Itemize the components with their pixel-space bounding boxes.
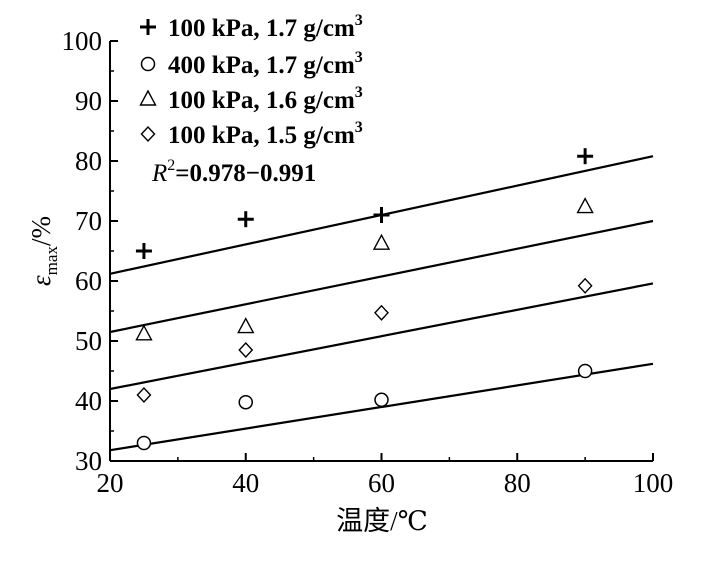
x-axis-title: 温度/℃ bbox=[336, 506, 428, 536]
data-point-series-2 bbox=[136, 435, 152, 451]
data-point-series-3 bbox=[576, 197, 594, 214]
legend-label-superscript: 3 bbox=[355, 49, 363, 66]
x-tick-label: 80 bbox=[504, 468, 531, 498]
r-squared-label: R bbox=[151, 160, 167, 187]
r-squared-superscript: 2 bbox=[167, 157, 175, 174]
legend-label-series-2: 400 kPa, 1.7 g/cm3 bbox=[168, 49, 363, 79]
legend-label-main: 100 kPa, 1.6 g/cm bbox=[168, 87, 355, 114]
y-axis-subscript: max bbox=[42, 246, 61, 276]
data-point-series-3 bbox=[372, 233, 391, 250]
y-tick-label: 50 bbox=[75, 326, 102, 356]
y-axis-title: εmax/% bbox=[26, 216, 61, 286]
y-tick-label: 80 bbox=[75, 146, 102, 176]
y-axis-symbol: ε bbox=[26, 275, 56, 286]
legend-marker-series-4 bbox=[140, 125, 156, 143]
legend-marker-series-2 bbox=[140, 56, 156, 72]
data-point-series-2 bbox=[374, 392, 389, 408]
data-point-series-4 bbox=[136, 386, 152, 404]
data-point-series-4 bbox=[374, 304, 389, 321]
data-point-series-3 bbox=[237, 317, 255, 334]
data-point-series-4 bbox=[577, 277, 593, 294]
y-tick-label: 70 bbox=[75, 206, 102, 236]
legend-label-series-1: 100 kPa, 1.7 g/cm3 bbox=[168, 12, 363, 42]
legend-marker-series-3 bbox=[139, 89, 157, 106]
legend-label-superscript: 3 bbox=[355, 12, 363, 29]
data-point-series-4 bbox=[238, 341, 254, 359]
legend-label-main: 100 kPa, 1.5 g/cm bbox=[168, 122, 355, 149]
fit-line-series-4 bbox=[109, 282, 654, 391]
y-tick-label: 30 bbox=[75, 446, 102, 476]
legend-label-superscript: 3 bbox=[355, 84, 363, 101]
x-tick-label: 20 bbox=[97, 468, 124, 498]
y-tick-label: 40 bbox=[75, 386, 102, 416]
y-ticks: 30 40 50 60 70 80 90 100 bbox=[62, 26, 118, 476]
legend-label-series-3: 100 kPa, 1.6 g/cm3 bbox=[168, 84, 363, 114]
x-tick-label: 60 bbox=[368, 468, 395, 498]
data-point-series-2 bbox=[577, 363, 593, 379]
y-axis-unit: /% bbox=[26, 216, 56, 246]
x-tick-label: 40 bbox=[232, 468, 259, 498]
y-tick-label: 60 bbox=[75, 266, 102, 296]
data-point-series-3 bbox=[135, 324, 153, 341]
data-point-series-1 bbox=[373, 207, 390, 223]
x-ticks: 20 40 60 80 100 bbox=[97, 453, 674, 498]
legend-label-superscript: 3 bbox=[355, 119, 363, 136]
data-point-series-1 bbox=[237, 211, 254, 228]
r-squared-annotation: R2=0.978−0.991 bbox=[151, 157, 316, 187]
fit-line-series-3 bbox=[109, 219, 654, 334]
r-squared-range: =0.978−0.991 bbox=[175, 160, 316, 187]
data-markers bbox=[135, 148, 594, 451]
legend-marker-series-1 bbox=[140, 19, 156, 35]
y-tick-label: 90 bbox=[75, 86, 102, 116]
data-point-series-1 bbox=[577, 148, 594, 165]
y-tick-label: 100 bbox=[62, 26, 103, 56]
legend-label-main: 400 kPa, 1.7 g/cm bbox=[168, 52, 355, 79]
data-point-series-2 bbox=[238, 394, 253, 410]
legend-label-series-4: 100 kPa, 1.5 g/cm3 bbox=[168, 119, 363, 149]
x-tick-label: 100 bbox=[633, 468, 674, 498]
legend-label-main: 100 kPa, 1.7 g/cm bbox=[168, 15, 355, 42]
data-point-series-1 bbox=[135, 243, 152, 259]
